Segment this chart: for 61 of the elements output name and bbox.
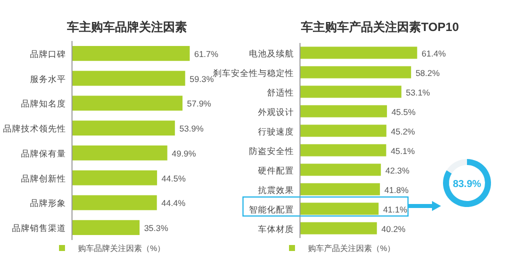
bar [72, 70, 186, 86]
y-tick-label: 品牌销售渠道 [12, 223, 66, 234]
bar [300, 164, 381, 176]
data-label: 53.1% [406, 87, 430, 98]
donut-slice [446, 159, 467, 174]
bar [72, 220, 140, 236]
y-tick-label: 行驶速度 [258, 126, 294, 136]
data-label: 59.3% [190, 74, 214, 84]
data-label: 49.9% [172, 148, 196, 158]
y-tick-label: 品牌口碑 [30, 48, 66, 59]
chart-title: 车主购车产品关注因素TOP10 [300, 20, 460, 34]
data-label: 35.3% [144, 223, 169, 234]
y-tick-label: 品牌形象 [30, 198, 66, 208]
data-label: 83.9% [452, 179, 482, 190]
legend-label: 购车产品关注因素（%） [308, 244, 396, 253]
y-tick-label: 智能化配置 [249, 204, 294, 214]
y-tick-label: 服务水平 [30, 74, 66, 84]
bar [300, 222, 377, 234]
y-tick-label: 品牌保有量 [21, 148, 66, 158]
data-label: 57.9% [187, 98, 212, 109]
y-tick-label: 刹车安全性与稳定性 [213, 68, 294, 78]
legend-label: 购车品牌关注因素（%） [78, 244, 166, 253]
bar [72, 195, 157, 210]
y-tick-label: 品牌创新性 [21, 173, 66, 184]
y-tick-label: 电池及续航 [249, 48, 294, 58]
donut-slice [443, 159, 491, 207]
y-tick-label: 防盗安全性 [249, 146, 294, 156]
data-label: 61.4% [422, 48, 446, 58]
bar [300, 183, 380, 196]
data-label: 40.2% [381, 224, 406, 234]
bar [72, 96, 183, 111]
bar [300, 66, 412, 78]
bar [300, 144, 386, 156]
data-label: 53.9% [179, 124, 204, 134]
bar [72, 120, 175, 136]
data-label: 44.4% [161, 198, 186, 208]
y-tick-label: 品牌知名度 [21, 98, 66, 109]
bar [72, 170, 158, 186]
data-label: 45.1% [390, 146, 416, 156]
data-label: 42.3% [385, 165, 410, 176]
y-tick-label: 舒适性 [267, 87, 294, 98]
data-label: 45.2% [390, 126, 416, 136]
data-label: 41.8% [384, 184, 409, 195]
y-tick-label: 抗震效果 [258, 184, 294, 195]
data-label: 61.7% [194, 48, 219, 59]
y-tick-label: 外观设计 [258, 106, 294, 117]
data-label: 45.5% [391, 106, 416, 117]
data-label: 58.2% [416, 68, 440, 78]
y-tick-label: 品牌技术领先性 [3, 124, 66, 134]
data-label: 41.1% [383, 204, 408, 214]
bar [300, 202, 379, 215]
y-tick-label: 硬件配置 [258, 165, 294, 176]
bar [72, 145, 168, 160]
bar [300, 124, 386, 137]
bar [300, 105, 387, 118]
bar [72, 46, 190, 61]
bar [300, 46, 418, 59]
y-tick-label: 车体材质 [258, 224, 294, 234]
bar [300, 86, 402, 98]
chart-title: 车主购车品牌关注因素 [66, 20, 187, 34]
data-label: 44.5% [162, 173, 186, 184]
